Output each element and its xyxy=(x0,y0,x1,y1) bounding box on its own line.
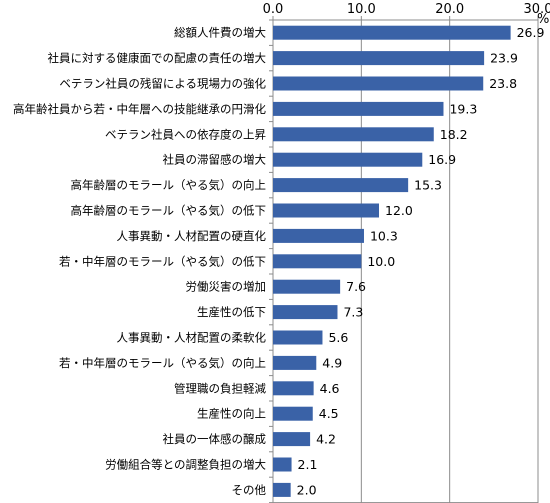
bar xyxy=(273,76,484,91)
category-label: 人事異動・人材配置の柔軟化 xyxy=(117,331,267,345)
x-tick-label: 20.0 xyxy=(435,2,464,17)
bar xyxy=(273,101,444,116)
x-tick-label: 0.0 xyxy=(263,2,284,17)
bar xyxy=(273,51,485,66)
value-label: 16.9 xyxy=(428,152,456,167)
category-label: 高年齢層のモラール（やる気）の低下 xyxy=(71,204,267,218)
bar xyxy=(273,482,291,497)
value-label: 19.3 xyxy=(449,101,477,116)
x-tick-label: 10.0 xyxy=(347,2,376,17)
bar xyxy=(273,305,338,320)
bar xyxy=(273,178,409,193)
value-label: 23.9 xyxy=(490,51,518,66)
category-label: 総額人件費の増大 xyxy=(174,26,266,40)
category-label: 生産性の低下 xyxy=(197,305,266,319)
value-label: 12.0 xyxy=(385,203,413,218)
bar xyxy=(273,203,379,218)
category-label: 若・中年層のモラール（やる気）の向上 xyxy=(59,356,266,370)
value-label: 10.0 xyxy=(367,254,395,269)
value-label: 4.6 xyxy=(320,381,340,396)
bar xyxy=(273,152,423,167)
category-label: 社員に対する健康面での配慮の責任の増大 xyxy=(48,51,267,65)
bar xyxy=(273,355,317,370)
bar xyxy=(273,330,323,345)
value-label: 2.1 xyxy=(298,457,318,472)
bar xyxy=(273,25,511,40)
value-label: 26.9 xyxy=(517,25,545,40)
bar xyxy=(273,457,292,472)
bar xyxy=(273,406,313,421)
value-label: 10.3 xyxy=(370,228,398,243)
value-label: 7.3 xyxy=(343,305,363,320)
value-label: 2.0 xyxy=(297,482,317,497)
category-label: 高年齢層のモラール（やる気）の向上 xyxy=(71,178,267,192)
bar xyxy=(273,254,362,269)
value-label: 5.6 xyxy=(328,330,348,345)
category-label: 管理職の負担軽減 xyxy=(174,381,266,395)
unit-label: % xyxy=(537,12,549,27)
category-label: 労働組合等との調整負担の増大 xyxy=(105,458,266,472)
value-label: 4.9 xyxy=(322,355,342,370)
category-label: ベテラン社員の残留による現場力の強化 xyxy=(59,77,266,91)
category-label: 社員の滞留感の増大 xyxy=(163,153,267,167)
value-label: 7.6 xyxy=(346,279,366,294)
category-label: 労働災害の増加 xyxy=(186,280,267,294)
category-label: その他 xyxy=(232,483,267,497)
bar xyxy=(273,432,311,447)
bar xyxy=(273,279,341,294)
value-label: 15.3 xyxy=(414,178,442,193)
bar xyxy=(273,228,364,243)
x-tick-label: 30.0 xyxy=(524,2,550,17)
value-label: 18.2 xyxy=(440,127,468,142)
category-label: ベテラン社員への依存度の上昇 xyxy=(105,127,266,141)
value-label: 23.8 xyxy=(489,76,517,91)
value-label: 4.2 xyxy=(316,432,336,447)
category-label: 生産性の向上 xyxy=(197,407,266,421)
category-label: 若・中年層のモラール（やる気）の低下 xyxy=(59,254,266,268)
category-label: 高年齢社員から若・中年層への技能継承の円滑化 xyxy=(13,102,266,116)
value-label: 4.5 xyxy=(319,406,339,421)
category-label: 社員の一体感の醸成 xyxy=(163,432,267,446)
category-label: 人事異動・人材配置の硬直化 xyxy=(117,229,267,243)
bar xyxy=(273,381,314,396)
bar xyxy=(273,127,434,142)
